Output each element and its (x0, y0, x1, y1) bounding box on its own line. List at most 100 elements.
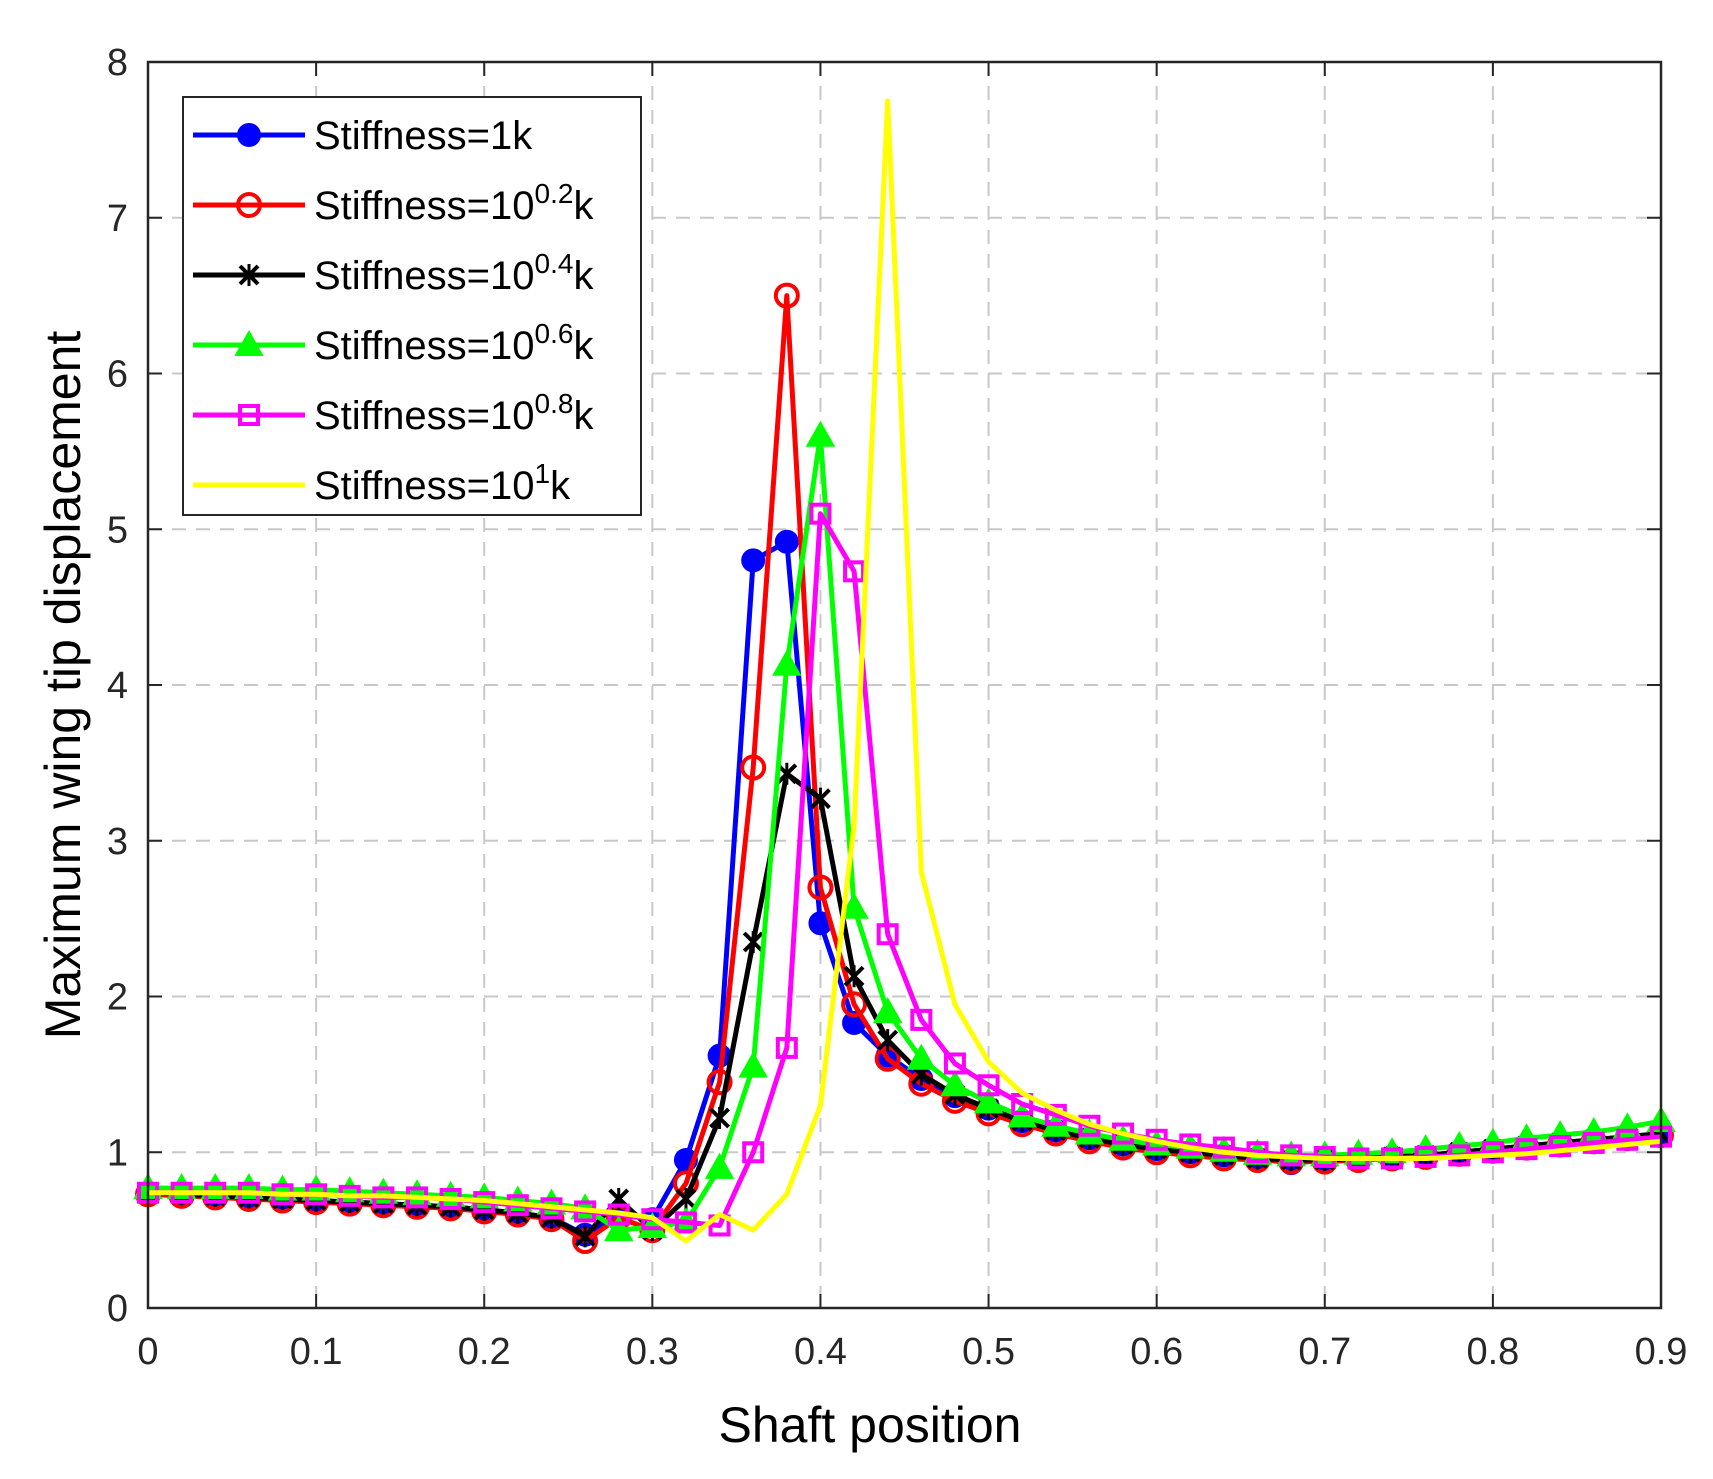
data-point (740, 754, 767, 781)
legend-item: Stiffness=100.8k (193, 388, 594, 438)
y-axis-title: Maximum wing tip displacement (35, 331, 91, 1040)
data-point (1074, 1118, 1105, 1145)
legend-label: Stiffness=101k (314, 458, 571, 508)
y-tick-label: 5 (107, 509, 128, 551)
data-point (876, 923, 899, 946)
data-point (738, 1051, 768, 1078)
data-point (674, 1211, 697, 1234)
legend-swatch-marker (238, 404, 260, 426)
data-point (1515, 1138, 1538, 1161)
legend-label-suffix: k (573, 394, 594, 438)
data-point (805, 420, 836, 447)
y-tick-labels: 0 1 2 3 4 5 6 7 8 (107, 42, 128, 1330)
legend-box (182, 96, 642, 516)
y-tick-label: 7 (107, 198, 128, 240)
x-tick-labels: 0 0.1 0.2 0.3 0.4 0.5 0.6 0.7 0.8 0.9 (137, 1331, 1687, 1373)
legend-label-exponent: 0.2 (535, 178, 574, 209)
legend-label-suffix: k (573, 254, 594, 298)
legend-label: Stiffness=100.8k (314, 388, 594, 438)
x-tick-label: 0 (137, 1331, 158, 1373)
data-point (772, 649, 802, 676)
legend-items: Stiffness=1kStiffness=100.2kStiffness=10… (193, 114, 594, 508)
data-point (742, 930, 764, 953)
x-tick-label: 0.7 (1298, 1331, 1351, 1373)
legend-item: Stiffness=100.4k (193, 248, 594, 298)
legend-label-base: Stiffness=10 (314, 394, 535, 438)
series-line (148, 433, 1662, 1233)
y-tick-label: 0 (107, 1288, 128, 1330)
legend-label-base: Stiffness=10 (314, 184, 535, 228)
legend-item: Stiffness=101k (193, 458, 571, 508)
data-point (843, 560, 866, 583)
legend-label: Stiffness=100.6k (314, 318, 594, 368)
data-point (843, 965, 865, 988)
data-point (1582, 1131, 1605, 1154)
legend-label-base: Stiffness=10 (314, 324, 535, 368)
x-axis-title: Shaft position (719, 1397, 1022, 1453)
legend-swatch-marker (238, 264, 260, 286)
x-tick-label: 0.9 (1635, 1331, 1688, 1373)
legend-label-suffix: k (573, 184, 594, 228)
y-tick-label: 6 (107, 354, 128, 396)
series-6 (148, 98, 1662, 1244)
series-group (133, 98, 1676, 1255)
data-point (841, 991, 868, 1018)
data-point (1212, 1136, 1235, 1159)
legend-swatch-marker (236, 192, 262, 218)
data-point (774, 529, 799, 554)
x-tick-label: 0.5 (962, 1331, 1015, 1373)
x-tick-label: 0.6 (1130, 1331, 1183, 1373)
data-point (807, 874, 834, 901)
legend-item: Stiffness=100.2k (193, 178, 594, 228)
legend-item: Stiffness=1k (193, 114, 533, 158)
legend-label-exponent: 0.8 (535, 388, 574, 419)
x-tick-label: 0.2 (458, 1331, 511, 1373)
x-tick-label: 0.4 (794, 1331, 847, 1373)
data-point (706, 1069, 733, 1096)
data-point (1616, 1128, 1639, 1151)
y-tick-label: 1 (107, 1132, 128, 1174)
legend-label-base: Stiffness=1k (314, 114, 533, 158)
legend: Stiffness=1kStiffness=100.2kStiffness=10… (182, 96, 642, 516)
data-point (810, 787, 831, 810)
data-point (1549, 1135, 1572, 1158)
data-point (675, 1187, 697, 1210)
data-point (872, 997, 903, 1024)
data-point (977, 1074, 1000, 1097)
legend-label-base: Stiffness=10 (314, 254, 535, 298)
data-point (574, 1225, 596, 1248)
legend-label-suffix: k (573, 324, 594, 368)
data-point (839, 892, 869, 919)
legend-label: Stiffness=100.2k (314, 178, 594, 228)
data-point (742, 1141, 765, 1164)
data-point (1481, 1141, 1504, 1164)
legend-label-exponent: 1 (535, 458, 551, 489)
data-point (906, 1043, 937, 1070)
data-point (910, 1008, 933, 1031)
data-point (704, 1152, 735, 1179)
data-point (773, 282, 800, 309)
data-point (637, 1211, 668, 1239)
legend-swatch-marker (237, 123, 261, 147)
data-point (775, 1036, 798, 1059)
y-tick-label: 3 (107, 821, 128, 863)
legend-label-suffix: k (550, 464, 571, 508)
data-point (809, 502, 832, 525)
legend-label: Stiffness=1k (314, 114, 533, 158)
x-tick-label: 0.1 (290, 1331, 343, 1373)
data-point (603, 1215, 634, 1242)
plot-frame (146, 60, 1663, 1310)
x-tick-label: 0.3 (626, 1331, 679, 1373)
legend-label-base: Stiffness=10 (314, 464, 535, 508)
data-point (741, 548, 766, 573)
data-point (943, 1052, 966, 1075)
data-point (973, 1087, 1004, 1114)
y-tick-label: 4 (107, 665, 128, 707)
data-point (709, 1106, 730, 1129)
legend-label: Stiffness=100.4k (314, 248, 594, 298)
data-point (940, 1070, 970, 1097)
legend-item: Stiffness=100.6k (193, 318, 594, 368)
data-point (776, 762, 798, 785)
legend-label-exponent: 0.4 (535, 248, 574, 279)
